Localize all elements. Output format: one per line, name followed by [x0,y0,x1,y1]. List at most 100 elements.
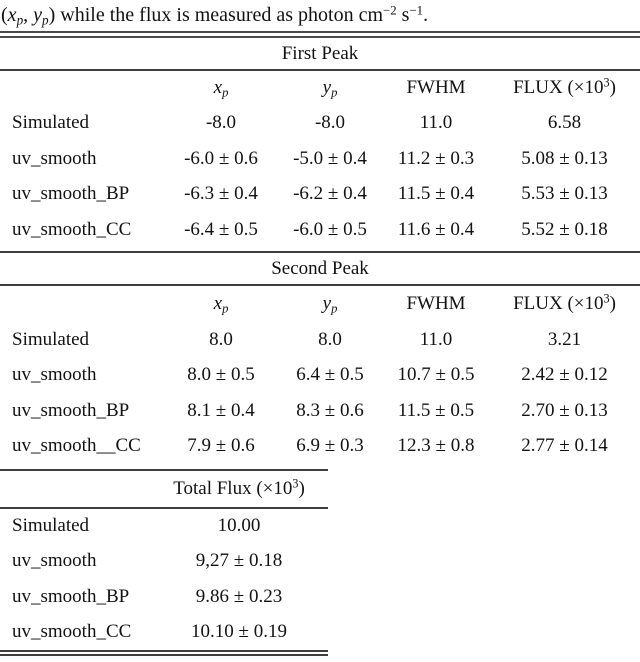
rule-above-second-peak-title [0,251,640,253]
column-header-yp: yp [277,77,383,99]
results-table: First Peak xp yp FWHM FLUX (×103) Simula… [0,31,640,657]
cell-fwhm: 10.7 ± 0.5 [397,364,475,386]
cell-yp: -8.0 [314,112,346,134]
column-header-yp: yp [277,293,383,315]
table-row: uv_smooth -6.0 ± 0.6 -5.0 ± 0.4 11.2 ± 0… [0,141,640,177]
cell-xp: -6.4 ± 0.5 [184,218,258,240]
row-label: uv_smooth [12,147,97,169]
table-row: uv_smooth_CC -6.4 ± 0.5 -6.0 ± 0.5 11.6 … [0,212,640,248]
second-peak-header-row: xp yp FWHM FLUX (×103) [0,286,640,322]
caption: (xp, yp) while the flux is measured as p… [1,2,428,28]
table-row: uv_smooth 8.0 ± 0.5 6.4 ± 0.5 10.7 ± 0.5… [0,358,640,394]
table-row: uv_smooth_BP -6.3 ± 0.4 -6.2 ± 0.4 11.5 … [0,177,640,213]
cell-xp: 8.0 ± 0.5 [187,364,255,386]
total-flux-post: ) [298,477,305,499]
cell-yp: -5.0 ± 0.4 [293,147,367,169]
caption-x-sub: p [16,12,24,28]
cell-xp: -6.0 ± 0.6 [184,147,258,169]
caption-s-unit: s [396,4,410,26]
flux-pre: FLUX (×10 [513,293,604,314]
caption-y-var: y [33,4,43,26]
cell-yp: 8.3 ± 0.6 [296,399,364,421]
caption-comma: , [23,4,34,26]
row-label: Simulated [12,515,90,537]
cell-fwhm: 11.5 ± 0.5 [397,399,475,421]
table-row: uv_smooth_BP 9.86 ± 0.23 [0,579,328,614]
table-row: uv_smooth__CC 7.9 ± 0.6 6.9 ± 0.3 12.3 ±… [0,429,640,465]
cell-xp: 8.0 [209,328,233,350]
cell-flux: 6.58 [547,112,582,134]
row-label: uv_smooth [12,364,97,386]
yp-var: y [322,77,332,98]
flux-exponent: 3 [603,291,610,306]
total-flux-title: Total Flux (×103) [0,471,328,507]
table-row: Simulated 8.0 8.0 11.0 3.21 [0,322,640,358]
column-header-xp: xp [165,77,277,99]
cell-xp: 8.1 ± 0.4 [187,399,255,421]
row-label: Simulated [12,328,90,350]
first-peak-header-row: xp yp FWHM FLUX (×103) [0,71,640,106]
cell-flux: 5.53 ± 0.13 [521,183,608,205]
row-label: uv_smooth_CC [12,218,132,240]
cell-fwhm: 12.3 ± 0.8 [397,435,475,457]
cell-xp: 7.9 ± 0.6 [187,435,255,457]
total-flux-top-rule [0,468,328,471]
caption-paren: ( [1,4,8,26]
caption-period: . [423,4,429,26]
xp-sub: p [222,85,229,100]
table-bottom-double-rule [0,649,328,657]
table-row: Simulated -8.0 -8.0 11.0 6.58 [0,106,640,142]
yp-sub: p [331,301,338,316]
cell-total-flux: 9.86 ± 0.23 [195,585,283,607]
column-header-flux: FLUX (×103) [489,77,640,99]
cell-flux: 5.08 ± 0.13 [521,147,608,169]
column-header-xp: xp [165,293,277,315]
rule-below-first-peak-title [0,68,640,71]
total-flux-title-text: Total Flux (×103) [165,471,313,507]
column-header-fwhm: FWHM [406,77,466,98]
total-flux-exponent: 3 [292,476,299,491]
row-label: uv_smooth [12,550,97,572]
flux-post: ) [609,77,616,98]
table-row: uv_smooth 9,27 ± 0.18 [0,544,328,579]
cell-flux: 2.77 ± 0.14 [521,435,608,457]
column-header-flux: FLUX (×103) [489,293,640,315]
total-flux-pre: Total Flux (×10 [173,477,293,499]
xp-sub: p [222,301,229,316]
cell-fwhm: 11.5 ± 0.4 [397,183,475,205]
xp-var: x [213,293,223,314]
flux-exponent: 3 [603,75,610,90]
table-row: Simulated 10.00 [0,509,328,544]
total-flux-table: Total Flux (×103) Simulated 10.00 uv_smo… [0,468,328,657]
second-peak-title: Second Peak [271,258,369,279]
cell-flux: 2.42 ± 0.12 [521,364,608,386]
rule-below-total-flux-title [0,506,328,509]
xp-var: x [213,77,223,98]
cell-yp: 6.9 ± 0.3 [296,435,364,457]
cell-yp: 6.4 ± 0.5 [296,364,364,386]
cell-yp: -6.0 ± 0.5 [293,218,367,240]
cell-fwhm: 11.6 ± 0.4 [397,218,475,240]
row-label: uv_smooth__CC [12,435,141,457]
row-label: uv_smooth_BP [12,585,130,607]
table-row: uv_smooth_BP 8.1 ± 0.4 8.3 ± 0.6 11.5 ± … [0,393,640,429]
row-label: uv_smooth_CC [12,621,132,643]
row-label: Simulated [12,112,90,134]
row-label: uv_smooth_BP [12,399,130,421]
row-label: uv_smooth_BP [12,183,130,205]
caption-y-sub: p [42,12,49,28]
flux-post: ) [609,293,616,314]
column-header-fwhm: FWHM [406,293,466,314]
cell-total-flux: 9,27 ± 0.18 [195,550,283,572]
cell-total-flux: 10.10 ± 0.19 [191,621,287,643]
first-peak-title: First Peak [281,42,359,64]
cell-fwhm: 11.0 [419,112,453,134]
cell-total-flux: 10.00 [217,515,261,537]
cell-yp: 8.0 [318,328,342,350]
yp-var: y [322,293,332,314]
cell-flux: 2.70 ± 0.13 [521,399,608,421]
rule-below-second-peak-title [0,284,640,286]
yp-sub: p [331,85,338,100]
table-row: uv_smooth_CC 10.10 ± 0.19 [0,614,328,649]
